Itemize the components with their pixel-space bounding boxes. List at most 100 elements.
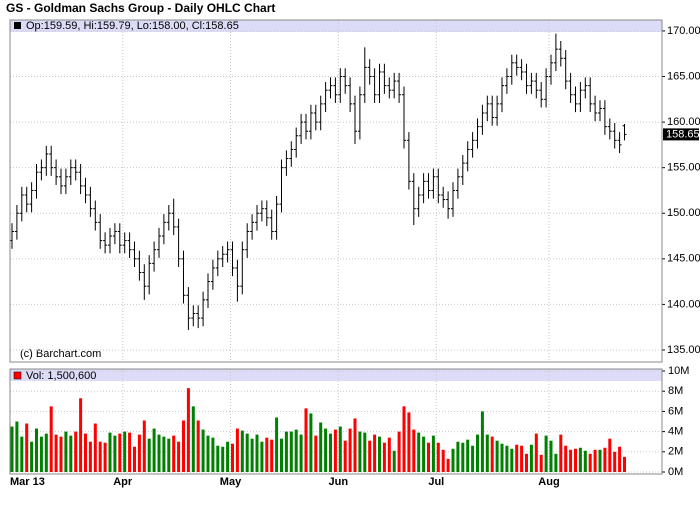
volume-bar [427, 442, 430, 472]
volume-bar [319, 422, 323, 472]
volume-bar [382, 442, 386, 472]
volume-legend-marker [13, 371, 22, 380]
volume-bar [588, 453, 592, 472]
volume-bar [338, 426, 342, 472]
volume-bar [172, 435, 176, 472]
volume-bar [88, 441, 92, 472]
volume-bar [324, 428, 328, 472]
volume-bar [529, 444, 533, 472]
volume-bar [554, 453, 558, 472]
volume-bar [436, 442, 440, 472]
volume-bar [559, 434, 563, 472]
volume-bar [485, 434, 489, 472]
volume-bar [113, 435, 117, 472]
volume-bar [368, 440, 372, 472]
volume-bar [422, 436, 426, 472]
volume-bar [402, 406, 406, 472]
volume-bar [373, 434, 377, 472]
volume-bar [578, 447, 582, 472]
volume-bar [133, 446, 136, 472]
volume-bar [363, 432, 367, 472]
volume-bar [333, 429, 337, 472]
x-tick-label: Aug [538, 476, 559, 488]
volume-bar [54, 434, 58, 472]
volume-frame [9, 368, 663, 475]
volume-bar [108, 432, 112, 472]
volume-bar [593, 449, 597, 472]
volume-bar [255, 434, 259, 472]
volume-bar [505, 445, 509, 472]
volume-bar [231, 443, 234, 472]
volume-bar [211, 437, 215, 472]
volume-bar [128, 432, 132, 472]
volume-bar [186, 388, 190, 472]
volume-bar [30, 441, 34, 472]
y-tick-label: 155.00 [667, 162, 700, 174]
y-tick-label: 145.00 [667, 253, 700, 265]
volume-bar [20, 436, 24, 472]
volume-bar [515, 444, 519, 472]
volume-bar [235, 428, 239, 472]
volume-bar [157, 434, 161, 472]
volume-bar [461, 442, 465, 472]
volume-bar [471, 445, 475, 472]
volume-bar [201, 429, 205, 472]
volume-bar [250, 438, 254, 472]
volume-bar [284, 431, 288, 472]
volume-bar [84, 433, 87, 472]
volume-bar [451, 448, 455, 472]
volume-bar [260, 441, 264, 472]
volume-bar [93, 423, 97, 472]
x-tick-label: May [220, 476, 242, 488]
volume-bar [69, 435, 73, 472]
volume-bar [495, 440, 499, 472]
volume-bar [387, 437, 391, 472]
volume-bar [103, 442, 107, 472]
volume-bar [510, 448, 514, 472]
volume-bar [182, 420, 185, 472]
y-tick-label: 2M [668, 446, 683, 458]
volume-bar [441, 449, 445, 472]
volume-bar [25, 423, 29, 472]
volume-bar [397, 431, 401, 472]
volume-bar [245, 433, 249, 472]
volume-bar [64, 431, 68, 472]
y-tick-label: 150.00 [667, 207, 700, 219]
volume-bar [603, 447, 607, 472]
last-price-box [663, 128, 699, 141]
y-tick-label: 165.00 [667, 70, 700, 82]
volume-bar [456, 441, 460, 472]
volume-bar [10, 426, 14, 472]
y-tick-label: 10M [668, 365, 689, 377]
volume-bar [299, 434, 303, 472]
price-header [10, 20, 662, 32]
volume-bar [378, 436, 381, 472]
y-tick-label: 0M [668, 466, 683, 478]
volume-bar [618, 446, 622, 472]
volume-bar [118, 433, 122, 472]
volume-legend-text: Vol: 1,500,600 [26, 370, 96, 382]
volume-bar [15, 421, 19, 472]
volume-bar [564, 445, 568, 472]
volume-bar [167, 438, 171, 472]
volume-bar [191, 406, 195, 472]
volume-bar [142, 420, 146, 472]
volume-bar [539, 454, 543, 472]
volume-bar [49, 406, 53, 472]
volume-bar [147, 438, 151, 472]
volume-header [10, 369, 662, 381]
volume-bar [74, 431, 78, 472]
volume-bar [44, 433, 48, 472]
x-tick-label: Jun [329, 476, 349, 488]
volume-bar [35, 428, 38, 472]
y-tick-label: 8M [668, 385, 683, 397]
y-tick-label: 140.00 [667, 298, 700, 310]
volume-bar [549, 440, 553, 472]
volume-bar [544, 435, 548, 472]
copyright: (c) Barchart.com [20, 348, 101, 360]
volume-bar [314, 435, 318, 472]
volume-bar [623, 456, 626, 472]
volume-bar [270, 439, 274, 472]
x-tick-label: Apr [113, 476, 133, 488]
